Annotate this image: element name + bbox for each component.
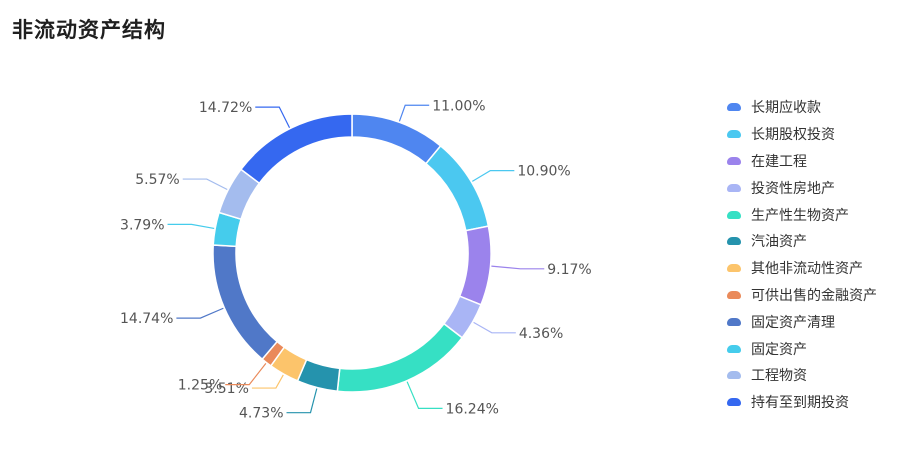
legend-item[interactable]: 长期应收款 — [727, 94, 877, 121]
leader-line — [406, 381, 443, 409]
leader-line — [255, 106, 291, 128]
legend-label: 可供出售的金融资产 — [751, 287, 877, 304]
slice-label: 4.73% — [239, 406, 283, 422]
legend-swatch-icon — [727, 371, 741, 380]
donut-slice[interactable] — [212, 244, 279, 361]
legend-label: 固定资产 — [751, 341, 807, 358]
slice-label: 5.57% — [135, 172, 179, 188]
legend-swatch-icon — [727, 344, 741, 353]
legend-swatch-icon — [727, 264, 741, 273]
leader-line — [176, 307, 224, 319]
slice-label: 11.00% — [432, 98, 485, 114]
legend-label: 生产性生物资产 — [751, 207, 849, 224]
donut-slice[interactable] — [351, 113, 442, 165]
donut-slice[interactable] — [336, 322, 464, 393]
legend-label: 工程物资 — [751, 368, 807, 385]
legend-item[interactable]: 固定资产 — [727, 335, 877, 362]
legend: 长期应收款长期股权投资 在建工程投资性房地产 生产性生物资产 汽油资产其他非流动性资产… — [727, 94, 877, 416]
slice-label: 4.36% — [519, 326, 563, 342]
donut-slice[interactable] — [424, 144, 490, 232]
legend-item[interactable]: 汽油资产 — [727, 228, 877, 255]
leader-line — [182, 178, 228, 191]
legend-item[interactable]: 工程物资 — [727, 362, 877, 389]
legend-swatch-icon — [727, 237, 741, 246]
legend-label: 长期应收款 — [751, 100, 821, 117]
legend-swatch-icon — [727, 156, 741, 165]
chart-title: 非流动资产结构 — [12, 18, 166, 42]
leader-line — [398, 104, 430, 122]
slice-label: 14.72% — [199, 100, 252, 116]
legend-item[interactable]: 其他非流动性资产 — [727, 255, 877, 282]
legend-item[interactable]: 长期股权投资 — [727, 121, 877, 148]
legend-swatch-icon — [727, 290, 741, 299]
legend-item[interactable]: 可供出售的金融资产 — [727, 282, 877, 309]
leader-line — [167, 223, 215, 229]
donut-slice[interactable] — [239, 113, 353, 185]
legend-swatch-icon — [727, 130, 741, 139]
legend-label: 汽油资产 — [751, 234, 807, 251]
legend-item[interactable]: 在建工程 — [727, 148, 877, 175]
legend-label: 长期股权投资 — [751, 127, 835, 144]
legend-swatch-icon — [727, 183, 741, 192]
legend-swatch-icon — [727, 210, 741, 219]
legend-item[interactable]: 投资性房地产 — [727, 174, 877, 201]
legend-label: 在建工程 — [751, 153, 807, 170]
leader-line — [286, 388, 318, 414]
donut-slices — [212, 113, 492, 393]
slice-label: 16.24% — [446, 401, 499, 417]
legend-label: 其他非流动性资产 — [751, 261, 863, 278]
leader-line — [491, 265, 545, 270]
legend-item[interactable]: 生产性生物资产 — [727, 201, 877, 228]
slice-label: 3.79% — [120, 217, 164, 233]
leader-line — [225, 362, 267, 386]
slice-label: 14.74% — [120, 311, 173, 327]
legend-label: 持有至到期投资 — [751, 395, 849, 412]
leader-line — [251, 374, 284, 389]
legend-swatch-icon — [727, 317, 741, 326]
slice-label: 1.25% — [178, 378, 222, 394]
legend-item[interactable]: 持有至到期投资 — [727, 389, 877, 416]
slice-label: 10.90% — [517, 164, 570, 180]
donut-labels: 11.00%10.90%9.17%4.36%16.24%4.73%3.51%1.… — [120, 98, 592, 421]
leader-line — [471, 170, 515, 182]
legend-item[interactable]: 固定资产清理 — [727, 308, 877, 335]
legend-swatch-icon — [727, 103, 741, 112]
leader-line — [473, 321, 516, 334]
legend-label: 固定资产清理 — [751, 314, 835, 331]
legend-swatch-icon — [727, 398, 741, 407]
legend-label: 投资性房地产 — [751, 180, 835, 197]
slice-label: 9.17% — [547, 262, 591, 278]
donut-slice[interactable] — [458, 225, 492, 306]
